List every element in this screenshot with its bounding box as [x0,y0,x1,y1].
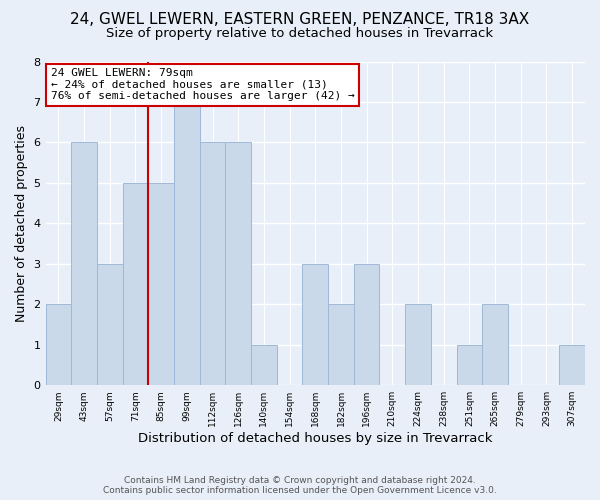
Text: Contains HM Land Registry data © Crown copyright and database right 2024.
Contai: Contains HM Land Registry data © Crown c… [103,476,497,495]
Bar [405,304,431,385]
Bar [251,344,277,385]
Bar [354,264,379,385]
Bar [482,304,508,385]
Bar [97,264,122,385]
Bar [71,142,97,385]
Text: Size of property relative to detached houses in Trevarrack: Size of property relative to detached ho… [106,28,494,40]
Bar [46,304,71,385]
Bar [122,183,148,385]
Y-axis label: Number of detached properties: Number of detached properties [15,125,28,322]
Bar [302,264,328,385]
Text: 24 GWEL LEWERN: 79sqm
← 24% of detached houses are smaller (13)
76% of semi-deta: 24 GWEL LEWERN: 79sqm ← 24% of detached … [51,68,355,101]
Bar [457,344,482,385]
Bar [200,142,226,385]
Bar [226,142,251,385]
Text: 24, GWEL LEWERN, EASTERN GREEN, PENZANCE, TR18 3AX: 24, GWEL LEWERN, EASTERN GREEN, PENZANCE… [70,12,530,28]
Bar [328,304,354,385]
Bar [148,183,174,385]
Bar [174,102,200,385]
X-axis label: Distribution of detached houses by size in Trevarrack: Distribution of detached houses by size … [138,432,493,445]
Bar [559,344,585,385]
